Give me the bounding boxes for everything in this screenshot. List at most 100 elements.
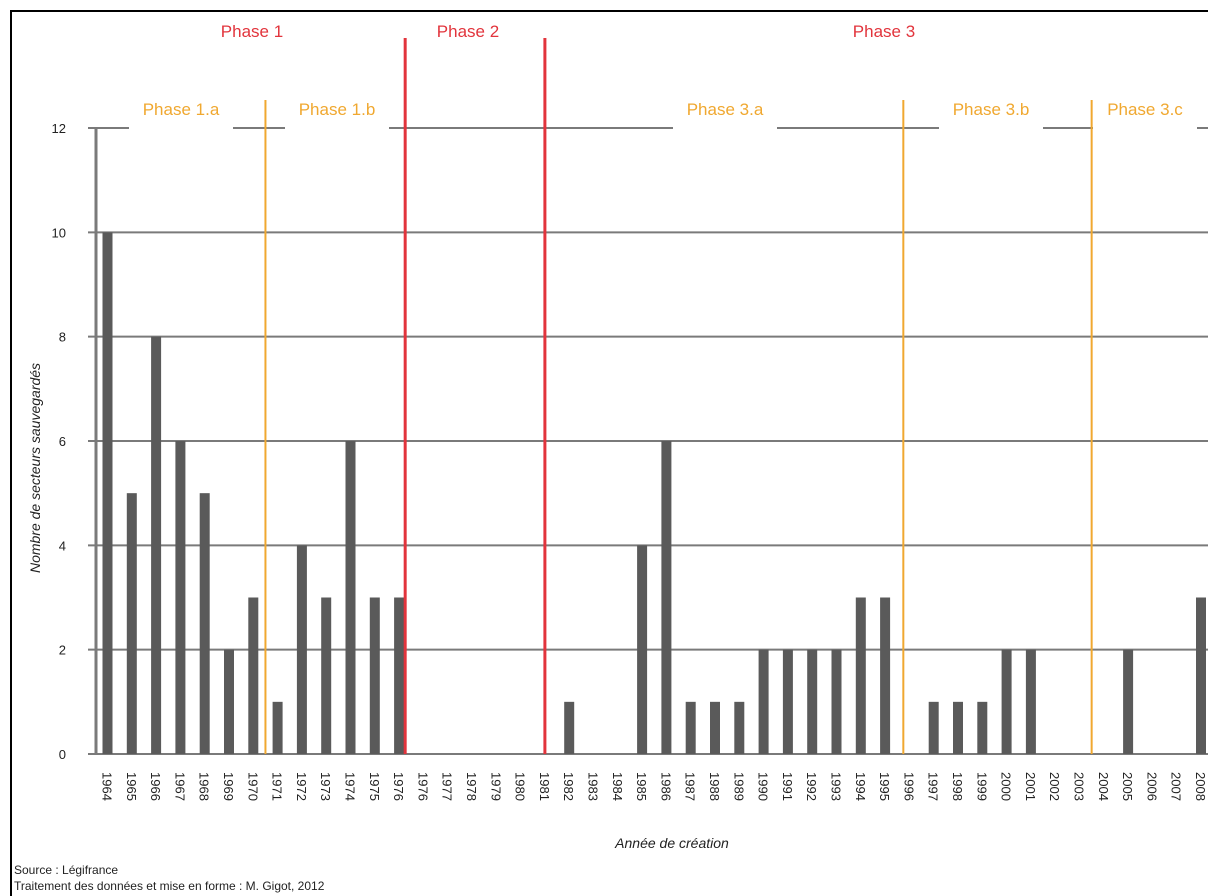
bar-1985 <box>637 545 648 754</box>
subphase-label-bg <box>1093 118 1197 138</box>
x-tick-label: 1998 <box>950 772 965 801</box>
y-tick-label: 0 <box>59 747 66 762</box>
x-tick-label: 1990 <box>756 772 771 801</box>
x-tick-label: 1986 <box>658 772 673 801</box>
x-tick-label: 1978 <box>464 772 479 801</box>
bar-1964 <box>102 232 113 755</box>
x-tick-label: 1995 <box>877 772 892 801</box>
x-tick-label: 1996 <box>901 772 916 801</box>
x-tick-label: 1987 <box>683 772 698 801</box>
x-tick-label: 1999 <box>974 772 989 801</box>
bar-1991 <box>782 649 793 754</box>
x-tick-label: 1977 <box>440 772 455 801</box>
x-tick-label: 1991 <box>780 772 795 801</box>
y-tick-label: 8 <box>59 330 66 345</box>
bar-2005 <box>1123 649 1134 754</box>
bar-1975 <box>369 597 380 754</box>
bar-2008 <box>1196 597 1206 754</box>
subphase-label: Phase 1.a <box>143 100 220 119</box>
bar-2000 <box>1001 649 1012 754</box>
credit-line: Traitement des données et mise en forme … <box>14 879 325 893</box>
phase-label: Phase 1 <box>221 22 283 41</box>
bar-1970 <box>248 597 259 754</box>
bar-1982 <box>564 701 575 754</box>
x-tick-label: 1982 <box>561 772 576 801</box>
bar-1987 <box>685 701 696 754</box>
bar-1998 <box>953 701 963 754</box>
bar-1989 <box>734 701 745 754</box>
x-tick-label: 1992 <box>804 772 819 801</box>
y-axis-label: Nombre de secteurs sauvegardés <box>27 363 43 573</box>
bar-1968 <box>199 493 210 754</box>
gridlines <box>88 127 1208 755</box>
bar-1992 <box>807 649 818 754</box>
bar-1988 <box>710 701 720 754</box>
x-tick-label: 1968 <box>197 772 212 801</box>
x-tick-label: 1980 <box>513 772 528 801</box>
x-axis-tick-labels: 1964 1965 1966 1967 1968 1969 1970 1971 1972 1973… <box>100 772 1208 801</box>
x-tick-label: 1970 <box>245 772 260 801</box>
phase-label: Phase 2 <box>437 22 499 41</box>
y-tick-label: 12 <box>52 121 66 136</box>
subphase-label: Phase 3.c <box>1107 100 1183 119</box>
x-tick-label: 2003 <box>1072 772 1087 801</box>
x-tick-label: 1981 <box>537 772 552 801</box>
bar-1973 <box>321 597 332 754</box>
y-axis-tick-labels: 0 2 4 6 8 10 12 <box>52 121 66 762</box>
x-tick-label: 2001 <box>1023 772 1038 801</box>
bar-1969 <box>224 649 234 754</box>
x-tick-label: 1971 <box>270 772 285 801</box>
x-tick-label: 1994 <box>853 772 868 801</box>
x-tick-label: 2006 <box>1144 772 1159 801</box>
bar-1990 <box>758 649 769 754</box>
y-tick-label: 2 <box>59 643 66 658</box>
x-tick-label: 2007 <box>1169 772 1184 801</box>
bar-1974 <box>345 441 356 754</box>
phase-label: Phase 3 <box>853 22 915 41</box>
source-line: Source : Légifrance <box>14 863 118 877</box>
x-tick-label: 2005 <box>1120 772 1135 801</box>
x-axis-label: Année de création <box>614 835 729 851</box>
y-tick-label: 4 <box>59 538 66 553</box>
x-tick-label: 1988 <box>707 772 722 801</box>
x-tick-label: 1993 <box>829 772 844 801</box>
x-tick-label: 1966 <box>148 772 163 801</box>
bar-1995 <box>880 597 891 754</box>
x-tick-label: 1997 <box>926 772 941 801</box>
bar-1993 <box>831 649 842 754</box>
subphase-label: Phase 3.a <box>687 100 764 119</box>
bar-1976 <box>394 597 405 754</box>
x-tick-label: 1979 <box>488 772 503 801</box>
x-tick-label: 2000 <box>999 772 1014 801</box>
x-tick-label: 1975 <box>367 772 382 801</box>
x-tick-label: 1964 <box>100 772 115 801</box>
bar-1997 <box>928 701 939 754</box>
y-tick-label: 6 <box>59 434 66 449</box>
bar-1971 <box>272 701 283 754</box>
x-tick-label: 1967 <box>172 772 187 801</box>
x-tick-label: 1973 <box>318 772 333 801</box>
phase-lines <box>264 38 1093 754</box>
x-tick-label: 2004 <box>1096 772 1111 801</box>
bar-1986 <box>661 441 672 754</box>
x-tick-label: 2002 <box>1047 772 1062 801</box>
x-tick-label: 1985 <box>634 772 649 801</box>
x-tick-label: 1974 <box>343 772 358 801</box>
bar-1972 <box>296 545 307 754</box>
subphase-label-bg <box>129 118 233 138</box>
x-tick-label: 1984 <box>610 772 625 801</box>
subphase-label: Phase 1.b <box>299 100 376 119</box>
x-tick-label: 1965 <box>124 772 139 801</box>
x-tick-label: 1976 <box>391 772 406 801</box>
bar-1967 <box>175 441 186 754</box>
bar-1966 <box>151 336 162 754</box>
subphase-label-bg <box>285 118 389 138</box>
bar-1994 <box>855 597 866 754</box>
x-tick-label: 1976 <box>415 772 430 801</box>
subphase-label-bg <box>939 118 1043 138</box>
bar-1999 <box>977 701 988 754</box>
phase-labels: Phase 1 Phase 2 Phase 3 Phase 1.a Phase 1.b P… <box>129 22 1197 138</box>
x-tick-label: 1983 <box>586 772 601 801</box>
bar-1965 <box>126 493 137 754</box>
